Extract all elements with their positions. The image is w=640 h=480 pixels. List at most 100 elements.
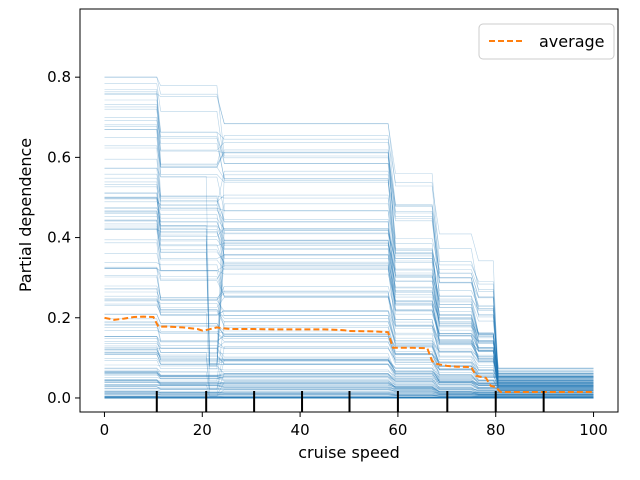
ice-curve bbox=[104, 285, 594, 377]
ice-curve bbox=[104, 385, 594, 395]
legend: average bbox=[478, 23, 615, 60]
ice-curve bbox=[104, 229, 594, 375]
ice-curve bbox=[104, 99, 594, 370]
ice-curve bbox=[104, 341, 594, 390]
ice-curve bbox=[104, 198, 594, 372]
ice-curve bbox=[104, 354, 594, 383]
ice-curve bbox=[104, 373, 594, 390]
ice-curve bbox=[104, 220, 594, 384]
ice-curve bbox=[104, 384, 594, 396]
ice-curve bbox=[104, 262, 594, 379]
ice-curve bbox=[104, 89, 594, 370]
ice-curve bbox=[104, 91, 594, 385]
ice-curve bbox=[104, 93, 594, 391]
ice-curve bbox=[104, 367, 594, 385]
ice-curve bbox=[104, 117, 594, 381]
ice-curve bbox=[104, 77, 594, 369]
ice-curve bbox=[104, 276, 594, 375]
ice-curve bbox=[104, 336, 594, 381]
ice-curve bbox=[104, 364, 594, 392]
ice-curve bbox=[104, 275, 594, 382]
ice-curve bbox=[104, 197, 594, 387]
ice-curve bbox=[104, 94, 594, 375]
x-axis-ticks: 0 20 40 60 80 100 bbox=[100, 412, 608, 439]
ice-curve bbox=[104, 379, 594, 394]
ice-curve bbox=[104, 147, 594, 387]
ice-curve bbox=[104, 371, 594, 386]
ice-curve bbox=[104, 300, 594, 389]
ice-curve bbox=[104, 198, 594, 379]
ice-curve bbox=[104, 267, 594, 377]
ice-curve bbox=[104, 137, 594, 383]
ice-curve bbox=[104, 239, 594, 377]
ice-curve bbox=[104, 223, 594, 381]
y-axis-label: Partial dependence bbox=[16, 138, 35, 292]
ice-curve bbox=[104, 299, 594, 377]
ice-curve bbox=[104, 227, 594, 388]
ice-curves bbox=[104, 76, 594, 399]
ice-curve bbox=[104, 219, 594, 372]
ice-curve bbox=[104, 352, 594, 391]
ice-curve bbox=[104, 382, 594, 395]
ice-curve bbox=[104, 386, 594, 395]
ice-curve bbox=[104, 207, 594, 378]
ice-curve bbox=[104, 336, 594, 391]
decile-rug bbox=[155, 391, 545, 412]
y-axis-ticks: 0.0 0.2 0.4 0.6 0.8 bbox=[47, 68, 80, 407]
ice-curve bbox=[104, 349, 594, 383]
ice-curve bbox=[104, 173, 594, 382]
ice-curve bbox=[104, 300, 594, 377]
ice-curve bbox=[104, 347, 594, 386]
ice-curve bbox=[104, 186, 594, 382]
ice-curve bbox=[104, 158, 594, 386]
ice-curve bbox=[104, 184, 594, 376]
x-tick-label: 100 bbox=[579, 421, 608, 439]
ice-curve bbox=[104, 181, 594, 369]
average-curve bbox=[104, 315, 594, 393]
ice-curve bbox=[104, 350, 594, 382]
ice-curve bbox=[104, 352, 594, 387]
ice-curve bbox=[104, 380, 594, 394]
ice-curve bbox=[104, 106, 594, 377]
ice-curve bbox=[104, 211, 594, 388]
ice-curve bbox=[104, 303, 594, 374]
ice-curve bbox=[104, 216, 594, 386]
ice-curve bbox=[104, 343, 594, 385]
ice-curve bbox=[104, 338, 594, 389]
ice-curve bbox=[104, 288, 594, 371]
legend-average-label: average bbox=[539, 32, 605, 51]
ice-curve bbox=[104, 372, 594, 390]
ice-curve bbox=[104, 268, 594, 385]
ice-curve bbox=[104, 177, 594, 387]
legend-box bbox=[478, 23, 615, 60]
ice-curve bbox=[104, 381, 594, 395]
ice-curve bbox=[104, 374, 594, 395]
ice-curve bbox=[104, 268, 594, 386]
ice-curve bbox=[104, 305, 594, 386]
ice-curve bbox=[104, 373, 594, 391]
ice-curve bbox=[104, 253, 594, 393]
ice-curve bbox=[104, 377, 594, 391]
x-tick-label: 80 bbox=[486, 421, 505, 439]
ice-curve bbox=[104, 219, 594, 384]
y-tick-label: 0.6 bbox=[47, 148, 71, 166]
y-tick-label: 0.0 bbox=[47, 389, 71, 407]
ice-curve bbox=[104, 295, 594, 387]
ice-curve bbox=[104, 318, 594, 383]
ice-curve bbox=[104, 345, 594, 386]
ice-curve bbox=[104, 197, 594, 380]
ice-curve bbox=[104, 242, 594, 380]
ice-curve bbox=[104, 168, 594, 384]
ice-curve bbox=[104, 388, 594, 396]
ice-curve bbox=[104, 196, 594, 388]
ice-curve bbox=[104, 192, 594, 391]
ice-curve bbox=[104, 210, 594, 375]
ice-curve bbox=[104, 291, 594, 390]
y-tick-label: 0.2 bbox=[47, 309, 71, 327]
ice-curve bbox=[104, 324, 594, 381]
ice-curve bbox=[104, 129, 594, 377]
ice-curve bbox=[104, 321, 594, 384]
ice-curve bbox=[104, 322, 594, 390]
ice-curve bbox=[104, 336, 594, 386]
ice-curve bbox=[104, 145, 594, 374]
